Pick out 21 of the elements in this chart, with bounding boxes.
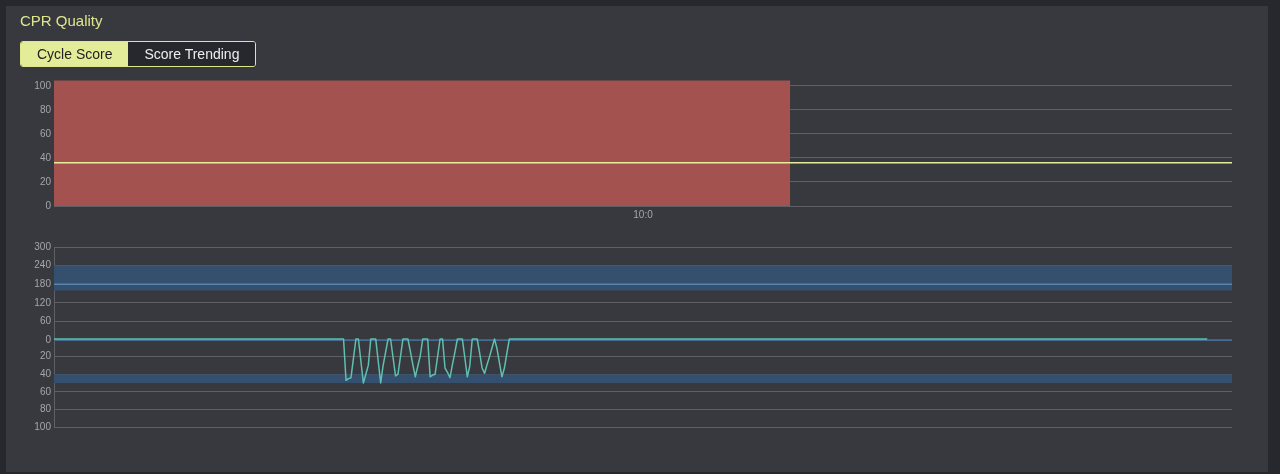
y-tick-label: 240	[34, 259, 52, 271]
y-tick-label: 300	[34, 240, 52, 252]
y-tick-label: 60	[39, 385, 52, 397]
chart-title: CPR Quality	[20, 12, 103, 29]
y-tick-label: 100	[34, 420, 52, 432]
y-tick-label: 120	[34, 296, 52, 308]
y-tick-label: 180	[34, 277, 52, 289]
y-tick-label: 60	[39, 127, 52, 139]
y-tick-label: 80	[39, 103, 52, 115]
x-tick-label: 10:0	[633, 208, 654, 220]
y-tick-label: 0	[45, 199, 52, 211]
y-tick-label: 0	[45, 333, 52, 345]
y-tick-label: 40	[39, 151, 52, 163]
y-tick-label: 80	[39, 403, 52, 415]
y-tick-label: 100	[34, 79, 52, 91]
y-tick-label: 20	[39, 350, 52, 362]
y-tick-label: 40	[39, 367, 52, 379]
text: Score Trending	[128, 42, 256, 66]
y-tick-label: 60	[39, 315, 52, 327]
text: Cycle Score	[21, 42, 129, 66]
y-tick-label: 20	[39, 175, 52, 187]
